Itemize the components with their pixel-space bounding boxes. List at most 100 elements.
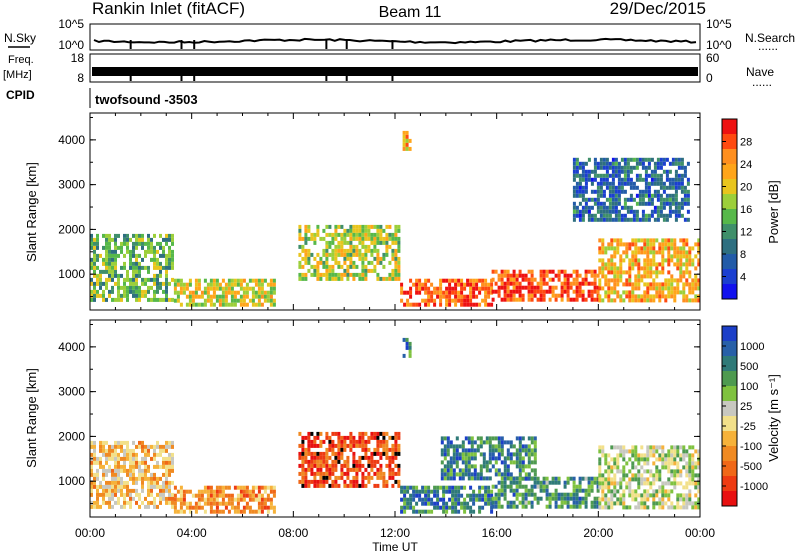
power-echo-cell (626, 197, 630, 202)
power-echo-cell (156, 281, 159, 286)
power-echo-cell (400, 286, 404, 291)
power-echo-cell (680, 197, 684, 202)
velocity-echo-cell (129, 472, 132, 477)
velocity-echo-cell (467, 468, 471, 473)
velocity-echo-cell (442, 501, 446, 506)
power-echo-cell (126, 269, 129, 274)
power-echo-cell (331, 256, 335, 261)
power-echo-cell (430, 294, 434, 299)
power-echo-cell (643, 238, 647, 243)
power-echo-cell (601, 286, 605, 291)
velocity-echo-cell (173, 485, 177, 490)
velocity-echo-cell (394, 435, 398, 440)
velocity-echo-cell (266, 497, 270, 502)
velocity-echo-cell (427, 485, 431, 490)
velocity-echo-cell (382, 443, 386, 448)
power-echo-cell (242, 302, 246, 307)
power-echo-cell (613, 250, 617, 255)
power-colorbar-segment (722, 119, 737, 135)
power-echo-cell (215, 282, 219, 287)
velocity-echo-cell (171, 464, 174, 469)
velocity-echo-cell (272, 493, 276, 498)
power-echo-cell (619, 238, 623, 243)
power-echo-cell (385, 252, 389, 257)
power-echo-cell (334, 256, 338, 261)
power-echo-cell (686, 209, 690, 214)
power-echo-cell (415, 282, 419, 287)
power-echo-cell (601, 250, 605, 255)
power-echo-cell (598, 298, 602, 303)
velocity-echo-cell (129, 464, 132, 469)
velocity-echo-cell (257, 485, 261, 490)
velocity-echo-cell (409, 505, 413, 510)
velocity-echo-cell (481, 497, 485, 502)
velocity-echo-cell (485, 440, 489, 445)
velocity-echo-cell (266, 493, 270, 498)
velocity-echo-cell (361, 447, 365, 452)
velocity-echo-cell (622, 505, 626, 510)
power-echo-cell (370, 268, 374, 273)
power-echo-cell (90, 281, 93, 286)
velocity-echo-cell (598, 473, 602, 478)
power-echo-cell (245, 290, 249, 295)
power-echo-cell (126, 241, 129, 246)
velocity-echo-cell (230, 505, 234, 510)
power-echo-cell (325, 256, 329, 261)
power-echo-cell (686, 189, 690, 194)
velocity-echo-cell (554, 504, 558, 509)
power-echo-cell (679, 270, 683, 275)
power-echo-cell (430, 282, 434, 287)
power-echo-cell (677, 201, 681, 206)
velocity-echo-cell (182, 493, 186, 498)
velocity-echo-cell (322, 483, 326, 488)
velocity-echo-cell (587, 484, 591, 489)
power-echo-cell (671, 161, 675, 166)
velocity-echo-cell (658, 469, 662, 474)
power-echo-cell (331, 268, 335, 273)
noise-left-tick-bottom: 10^0 (58, 38, 84, 52)
velocity-echo-cell (637, 469, 641, 474)
power-echo-cell (185, 302, 189, 307)
velocity-echo-cell (697, 481, 701, 486)
velocity-echo-cell (379, 471, 383, 476)
power-echo-cell (646, 250, 650, 255)
velocity-echo-cell (138, 464, 141, 469)
power-echo-cell (596, 217, 600, 222)
velocity-echo-cell (643, 497, 647, 502)
power-echo-cell (233, 294, 237, 299)
velocity-echo-cell (168, 460, 171, 465)
velocity-echo-cell (440, 476, 444, 481)
power-echo-cell (212, 294, 216, 299)
velocity-echo-cell (536, 484, 540, 489)
velocity-echo-cell (340, 471, 344, 476)
velocity-echo-cell (239, 493, 243, 498)
power-echo-cell (640, 238, 644, 243)
velocity-echo-cell (616, 489, 620, 494)
velocity-echo-cell (563, 496, 567, 501)
power-echo-cell (239, 294, 243, 299)
velocity-echo-cell (120, 476, 123, 481)
power-echo-cell (650, 197, 654, 202)
power-echo-cell (607, 294, 611, 299)
power-echo-cell (572, 209, 576, 214)
velocity-echo-cell (144, 456, 147, 461)
velocity-echo-cell (631, 489, 635, 494)
power-echo-cell (611, 193, 615, 198)
velocity-echo-cell (209, 485, 213, 490)
power-echo-cell (628, 262, 632, 267)
velocity-echo-cell (111, 488, 114, 493)
velocity-echo-cell (448, 489, 452, 494)
power-echo-cell (647, 157, 651, 162)
velocity-echo-cell (685, 469, 689, 474)
velocity-echo-cell (102, 448, 105, 453)
velocity-echo-cell (643, 477, 647, 482)
velocity-echo-cell (162, 492, 165, 497)
velocity-echo-cell (610, 465, 614, 470)
velocity-echo-cell (108, 468, 111, 473)
power-echo-cell (602, 205, 606, 210)
power-echo-cell (664, 246, 668, 251)
power-echo-cell (129, 237, 132, 242)
power-echo-cell (647, 213, 651, 218)
velocity-echo-cell (298, 431, 302, 436)
power-echo-cell (373, 224, 377, 229)
